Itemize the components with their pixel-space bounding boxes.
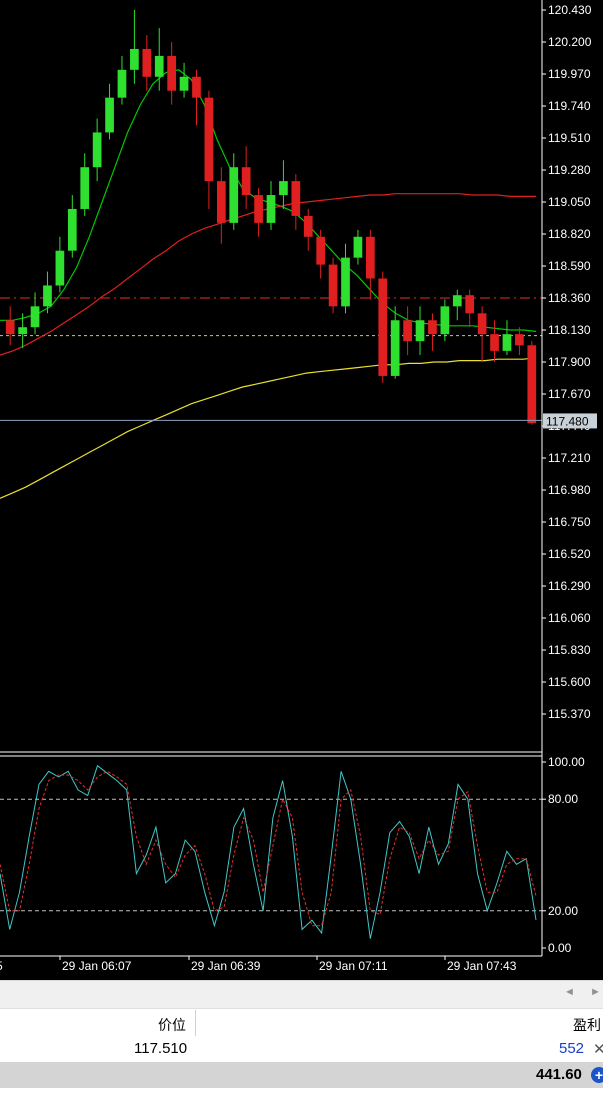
candle-body <box>241 167 251 196</box>
oscillator-tick-label: 20.00 <box>548 904 578 918</box>
price-tick-label: 118.360 <box>548 291 591 305</box>
price-tick-label: 119.050 <box>548 195 591 209</box>
candle-body <box>117 69 127 98</box>
price-tick-label: 120.200 <box>548 35 592 49</box>
candle-body <box>428 320 437 335</box>
price-tick-label: 118.590 <box>548 259 591 273</box>
chart-background <box>0 0 603 980</box>
price-tick-label: 119.970 <box>548 67 591 81</box>
price-tick-label: 116.980 <box>548 483 591 497</box>
candle-body <box>465 295 475 314</box>
candle-body <box>515 334 524 346</box>
candle-body <box>266 195 276 223</box>
candle-body <box>452 295 462 307</box>
price-tick-label: 116.520 <box>548 547 591 561</box>
candle-body <box>67 208 77 251</box>
oscillator-tick-label: 0.00 <box>548 941 572 955</box>
price-tick-label: 116.290 <box>548 579 591 593</box>
price-tick-label: 119.280 <box>548 163 591 177</box>
candle-body <box>279 181 288 196</box>
table-row[interactable]: 117.510 552 ✕ <box>0 1036 603 1062</box>
candle-body <box>316 236 326 265</box>
balance-row: 441.60 + <box>0 1062 603 1088</box>
time-tick-label: 29 Jan 06:39 <box>191 959 261 973</box>
candle-body <box>179 76 189 91</box>
candle-body <box>130 48 139 70</box>
price-column-header[interactable]: 价位 <box>158 1017 186 1033</box>
candle-body <box>229 167 239 223</box>
candle-body <box>390 320 400 376</box>
oscillator-chart <box>0 764 542 939</box>
candle-body <box>415 320 425 342</box>
price-cell: 117.510 <box>134 1040 188 1057</box>
candle-body <box>192 76 201 98</box>
chart-area: 120.430 120.200 119.970 119.740 119.510 119.2… <box>0 0 603 980</box>
price-tick-label: 116.060 <box>548 611 591 625</box>
candle-body <box>154 55 164 77</box>
candle-body <box>291 181 301 216</box>
axis-layer: 120.430 120.200 119.970 119.740 119.510 119.2… <box>0 0 597 973</box>
candle-body <box>43 285 52 307</box>
close-icon[interactable]: ✕ <box>593 1041 603 1058</box>
oscillator-line <box>0 764 537 939</box>
candle-body <box>303 215 313 237</box>
trade-table-header: 价位 盈利 <box>0 1008 603 1037</box>
price-tick-label: 119.510 <box>548 131 591 145</box>
candle-body <box>92 132 102 168</box>
candle-body <box>328 264 338 307</box>
price-tick-label: 118.130 <box>548 323 591 337</box>
price-tick-label: 118.820 <box>548 227 591 241</box>
time-tick-label: 29 Jan 06:07 <box>62 959 132 973</box>
profit-column-header[interactable]: 盈利 <box>573 1017 601 1033</box>
candle-body <box>216 181 226 223</box>
price-tick-label: 117.900 <box>548 355 591 369</box>
price-tick-label: 120.430 <box>548 3 592 17</box>
oscillator-line <box>0 770 537 927</box>
candle-body <box>440 306 450 335</box>
scroll-left-arrow[interactable]: ◄ <box>564 986 575 998</box>
balance-value: 441.60 <box>536 1066 582 1083</box>
scroll-right-arrow[interactable]: ► <box>590 986 601 998</box>
candle-body <box>30 306 40 328</box>
price-tick-label: 115.600 <box>548 675 591 689</box>
time-tick-label: 29 Jan 07:43 <box>447 959 517 973</box>
moving-average-line <box>0 357 537 499</box>
candle-body <box>353 236 363 258</box>
panel-bottom <box>0 1088 603 1120</box>
candle-body <box>366 236 375 279</box>
candle-body <box>378 278 388 376</box>
candle-body <box>403 320 412 342</box>
price-tick-label: 115.830 <box>548 643 591 657</box>
candle-body <box>490 334 499 351</box>
candle-body <box>477 313 487 335</box>
price-tick-label: 119.740 <box>548 99 591 113</box>
current-price-label: 117.480 <box>546 414 589 428</box>
price-tick-label: 117.670 <box>548 387 591 401</box>
price-tick-label: 117.210 <box>548 451 591 465</box>
column-divider <box>195 1010 196 1060</box>
candle-body <box>254 195 263 223</box>
price-tick-label: 116.750 <box>548 515 591 529</box>
candle-body <box>55 250 65 286</box>
candle-body <box>341 257 350 307</box>
candle-body <box>18 327 27 335</box>
oscillator-tick-label: 100.00 <box>548 755 585 769</box>
time-tick-label: 29 Jan 07:11 <box>319 959 388 973</box>
candle-body <box>204 97 214 182</box>
oscillator-tick-label: 80.00 <box>548 792 578 806</box>
candle-body <box>105 97 114 133</box>
candle-body <box>527 345 537 424</box>
main-chart <box>0 10 542 499</box>
candle-body <box>5 320 15 335</box>
chart-scrollbar[interactable]: ◄ ► <box>0 980 603 1009</box>
time-tick-label: 5 <box>0 959 3 973</box>
candle-body <box>502 334 512 351</box>
candle-body <box>167 55 176 91</box>
candle-body <box>142 48 152 77</box>
current-price-badge <box>543 413 597 429</box>
candle-body <box>80 167 90 209</box>
price-tick-label: 115.370 <box>548 707 591 721</box>
plus-icon[interactable]: + <box>591 1067 603 1083</box>
profit-cell: 552 <box>559 1040 585 1057</box>
